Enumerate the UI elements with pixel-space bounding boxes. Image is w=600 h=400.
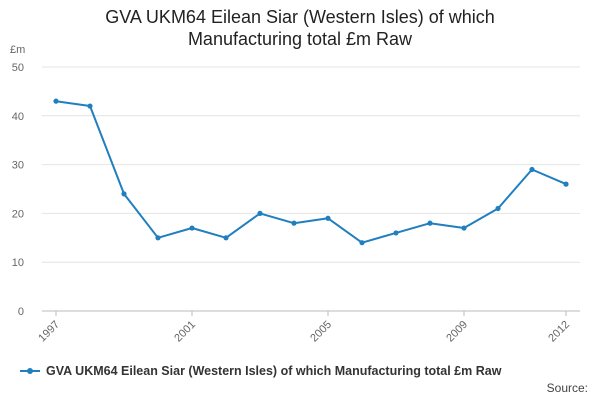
- data-point-2002: [223, 235, 229, 241]
- legend-label: GVA UKM64 Eilean Siar (Western Isles) of…: [46, 364, 502, 378]
- data-point-2006: [359, 240, 365, 246]
- x-tick-label-2009: 2009: [444, 319, 470, 345]
- data-point-2003: [257, 210, 263, 216]
- x-tick-label-2012: 2012: [546, 319, 572, 345]
- data-point-2009: [461, 225, 467, 231]
- y-tick-label-20: 20: [12, 208, 24, 220]
- legend[interactable]: GVA UKM64 Eilean Siar (Western Isles) of…: [20, 364, 501, 378]
- y-axis-unit-label: £m: [10, 44, 26, 56]
- data-point-2000: [155, 235, 161, 241]
- x-tick-label-1997: 1997: [36, 319, 62, 345]
- data-point-2012: [563, 181, 569, 187]
- legend-line-marker-icon: [20, 365, 40, 377]
- y-tick-label-0: 0: [18, 306, 24, 318]
- data-point-2011: [529, 166, 535, 173]
- y-tick-label-50: 50: [12, 62, 24, 74]
- data-point-1999: [121, 191, 127, 197]
- data-point-2007: [393, 230, 399, 236]
- data-point-2005: [325, 215, 331, 221]
- data-point-2008: [427, 220, 433, 226]
- y-tick-label-10: 10: [12, 257, 24, 269]
- x-tick-label-2001: 2001: [172, 319, 198, 345]
- x-tick-label-2005: 2005: [308, 319, 334, 345]
- data-point-2004: [291, 220, 297, 226]
- data-point-2001: [189, 225, 195, 231]
- data-point-1998: [87, 103, 93, 109]
- source-label: Source:: [546, 381, 588, 395]
- data-point-1997: [53, 98, 59, 104]
- data-point-2010: [495, 205, 501, 212]
- chart-title: GVA UKM64 Eilean Siar (Western Isles) of…: [0, 6, 600, 50]
- series-line-0: [55, 100, 567, 244]
- y-tick-label-40: 40: [12, 111, 24, 123]
- chart-title-line-2: Manufacturing total £m Raw: [187, 29, 413, 49]
- chart-title-line-1: GVA UKM64 Eilean Siar (Western Isles) of…: [105, 7, 495, 27]
- y-tick-label-30: 30: [12, 160, 24, 172]
